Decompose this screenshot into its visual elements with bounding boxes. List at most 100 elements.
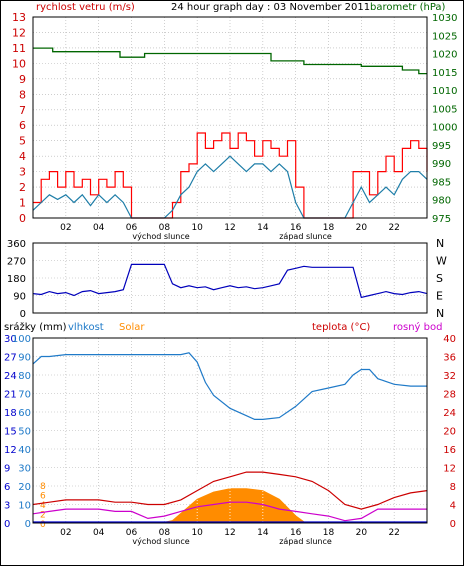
y-tick-label-wind: 2 — [19, 181, 26, 194]
y-tick-label-temperature: 12 — [443, 464, 456, 475]
y-tick-label-humidity: 0 — [25, 519, 31, 530]
wind-average-line — [32, 155, 428, 219]
x-annotation-label: východ slunce — [132, 232, 189, 241]
y-tick-label-temperature: 32 — [443, 371, 456, 382]
y-tick-label-humidity: 50 — [18, 427, 31, 438]
dewpoint-line — [32, 501, 427, 522]
wind-pressure-plot-frame — [32, 16, 428, 219]
humidity-line — [32, 352, 427, 420]
y-tick-label-humidity: 90 — [18, 353, 31, 364]
temperature-line — [32, 471, 428, 510]
pressure-axis-title: barometr (hPa) — [370, 2, 446, 13]
x-tick-label: 04 — [93, 223, 105, 233]
x-tick-label: 06 — [126, 223, 138, 233]
x-tick-label: 10 — [191, 528, 203, 538]
y-tick-label-pressure: 995 — [432, 141, 451, 152]
compass-label: N — [436, 237, 444, 250]
y-tick-label-solar: 8 — [40, 482, 46, 492]
x-tick-label: 08 — [159, 223, 171, 233]
y-tick-label-wind: 7 — [19, 104, 26, 117]
solar-area — [160, 488, 308, 524]
y-tick-label-humidity: 60 — [18, 408, 31, 419]
x-tick-label: 14 — [257, 223, 269, 233]
y-tick-label-pressure: 980 — [432, 196, 451, 207]
y-tick-label-direction: 270 — [7, 257, 26, 268]
y-tick-label-wind: 12 — [12, 26, 26, 39]
y-tick-label-pressure: 1015 — [432, 68, 457, 79]
chart-title: 24 hour graph day : 03 November 2011 — [171, 2, 370, 13]
y-tick-label-direction: 0 — [20, 309, 26, 320]
y-tick-label-pressure: 975 — [432, 214, 451, 225]
y-tick-label-pressure: 1025 — [432, 31, 457, 42]
y-tick-label-temperature: 20 — [443, 427, 456, 438]
y-tick-label-direction: 180 — [7, 274, 26, 285]
y-tick-label-temperature: 24 — [443, 408, 456, 419]
wind-direction-plot-frame — [32, 242, 428, 314]
y-tick-label-rain: 27 — [4, 353, 17, 364]
y-tick-label-rain: 12 — [4, 445, 17, 456]
y-tick-label-rain: 24 — [4, 371, 17, 382]
y-tick-label-rain: 15 — [4, 427, 17, 438]
x-tick-label: 20 — [356, 223, 368, 233]
temperature-axis-title: teplota (°C) — [312, 322, 370, 333]
solar-axis-title: Solar — [119, 322, 145, 333]
x-tick-label: 12 — [224, 223, 235, 233]
y-tick-label-temperature: 8 — [450, 482, 456, 493]
y-tick-label-temperature: 36 — [443, 353, 456, 364]
y-tick-label-rain: 21 — [4, 390, 17, 401]
y-tick-label-wind: 11 — [12, 42, 26, 55]
y-tick-label-humidity: 20 — [18, 482, 31, 493]
y-tick-label-humidity: 10 — [18, 501, 31, 512]
compass-label: E — [436, 290, 443, 303]
compass-label: N — [436, 307, 444, 320]
y-tick-label-rain: 18 — [4, 408, 17, 419]
x-tick-label: 08 — [159, 528, 171, 538]
x-tick-label: 18 — [323, 528, 335, 538]
y-tick-label-wind: 8 — [19, 88, 26, 101]
pressure-line — [33, 47, 427, 75]
x-tick-label: 18 — [323, 223, 335, 233]
y-tick-label-direction: 90 — [13, 292, 26, 303]
x-tick-label: 02 — [60, 223, 71, 233]
y-tick-label-temperature: 0 — [450, 519, 456, 530]
y-tick-label-wind: 13 — [12, 11, 26, 24]
y-tick-label-pressure: 1005 — [432, 104, 457, 115]
y-tick-label-rain: 9 — [4, 464, 10, 475]
y-tick-label-wind: 1 — [19, 197, 26, 210]
y-tick-label-direction: 360 — [7, 239, 26, 250]
y-tick-label-pressure: 1030 — [432, 13, 457, 24]
y-tick-label-humidity: 80 — [18, 371, 31, 382]
y-tick-label-solar: 4 — [40, 501, 46, 511]
y-tick-label-solar: 0 — [40, 520, 46, 530]
y-tick-label-pressure: 1000 — [432, 123, 457, 134]
y-tick-label-temperature: 40 — [443, 334, 456, 345]
wind-axis-title: rychlost vetru (m/s) — [36, 2, 135, 13]
humidity-axis-title: vlhkost — [68, 322, 104, 333]
x-tick-label: 02 — [60, 528, 71, 538]
x-tick-label: 04 — [93, 528, 105, 538]
temp-humidity-solar-panel: 0369121518212427300102030405060708090100… — [4, 334, 456, 546]
y-tick-label-pressure: 985 — [432, 177, 451, 188]
x-annotation-label: západ slunce — [279, 232, 332, 241]
y-tick-label-wind: 5 — [19, 135, 26, 148]
y-tick-label-pressure: 990 — [432, 159, 451, 170]
y-tick-label-humidity: 40 — [18, 445, 31, 456]
y-tick-label-temperature: 28 — [443, 390, 456, 401]
x-tick-label: 12 — [224, 528, 235, 538]
wind-direction-line — [32, 263, 428, 299]
y-tick-label-wind: 9 — [19, 73, 26, 86]
y-tick-label-temperature: 4 — [450, 501, 456, 512]
compass-label: S — [436, 272, 443, 285]
x-tick-label: 16 — [290, 528, 302, 538]
compass-label: W — [436, 255, 447, 268]
x-tick-label: 16 — [290, 223, 302, 233]
y-tick-label-wind: 6 — [19, 119, 26, 132]
rain-axis-title: srážky (mm) — [4, 321, 67, 333]
y-tick-label-rain: 30 — [4, 334, 17, 345]
y-tick-label-solar: 2 — [40, 511, 46, 521]
y-tick-label-rain: 3 — [4, 501, 10, 512]
y-tick-label-rain: 0 — [4, 519, 10, 530]
y-tick-label-wind: 4 — [19, 150, 26, 163]
y-tick-label-humidity: 30 — [18, 464, 31, 475]
